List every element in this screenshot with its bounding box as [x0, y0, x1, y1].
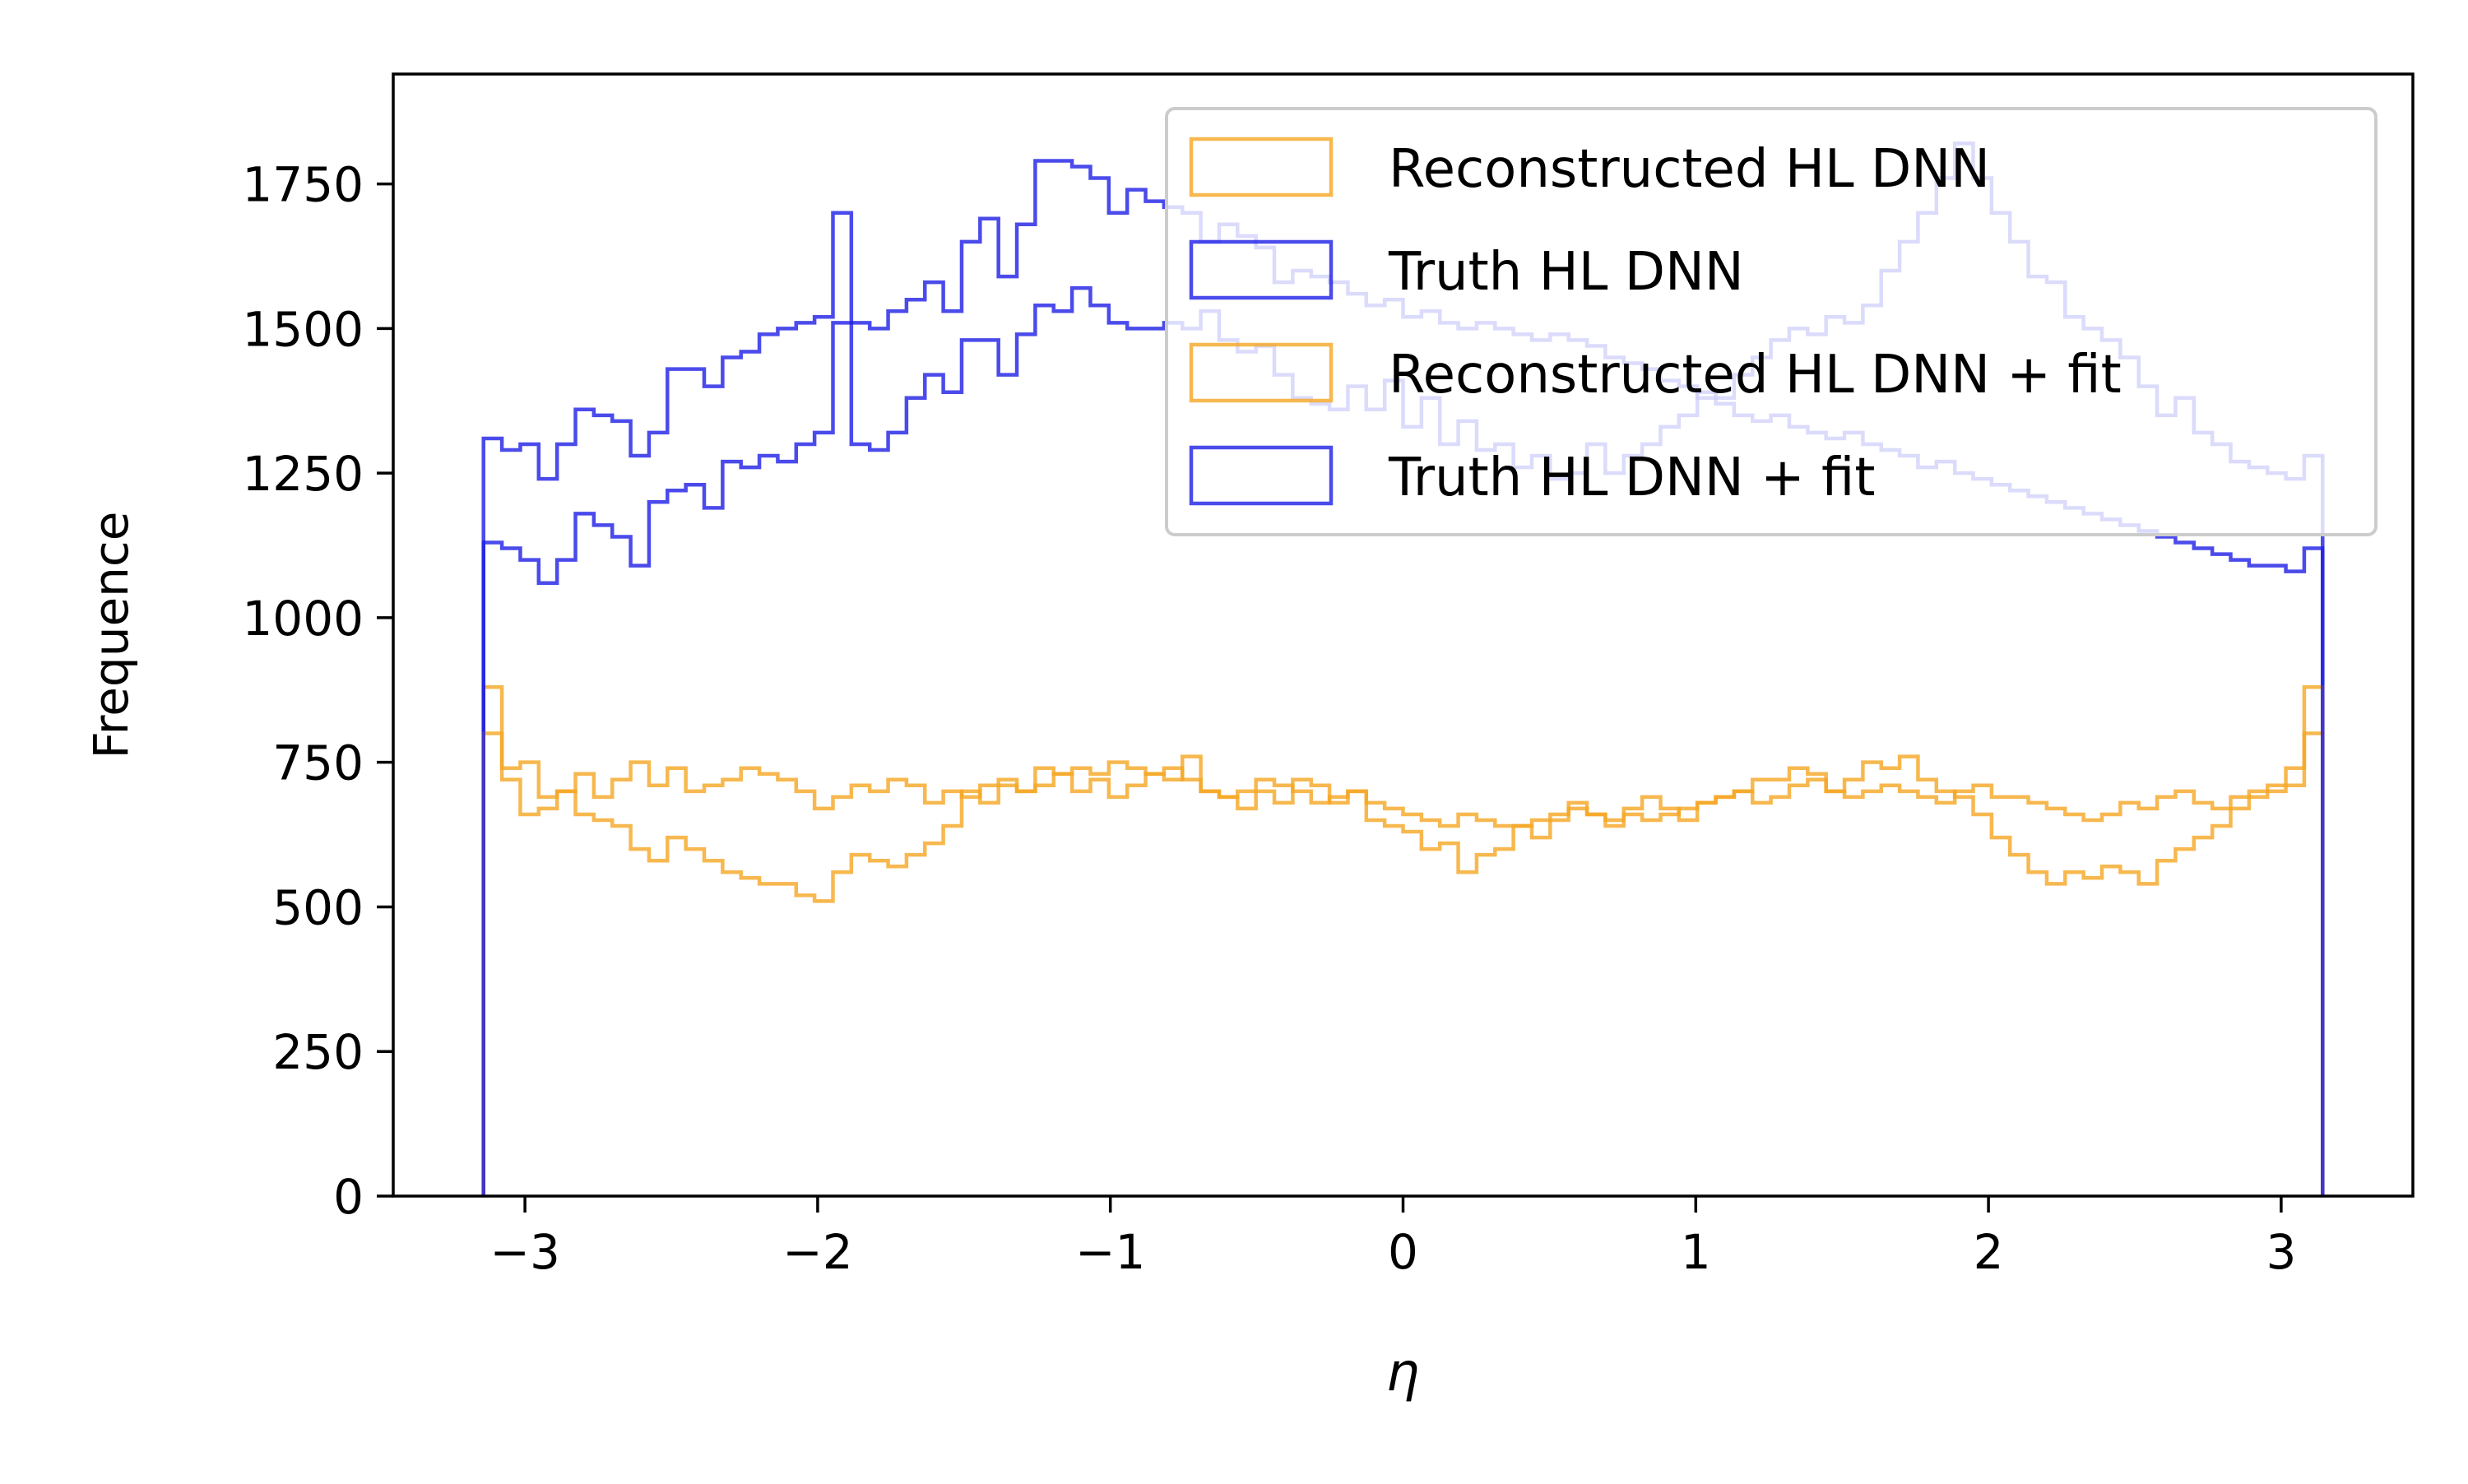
x-axis-label: η: [1386, 1343, 1420, 1403]
legend-label-3: Truth HL DNN + fit: [1388, 448, 1875, 508]
legend-swatch-2: [1189, 342, 1334, 403]
legend-frame: [1165, 107, 2378, 536]
legend-swatch-0: [1189, 137, 1334, 197]
x-tick-label: −3: [489, 1224, 560, 1280]
y-tick-label: 500: [272, 879, 364, 935]
y-axis-label: Frequence: [83, 512, 139, 759]
x-tick-label: 2: [1974, 1224, 2004, 1280]
y-tick-label: 0: [333, 1169, 364, 1225]
series-2-step-line: [481, 685, 2325, 1196]
y-tick-label: 750: [272, 735, 364, 791]
legend-label-2: Reconstructed HL DNN + fit: [1389, 345, 2122, 406]
y-tick-label: 1750: [242, 157, 364, 213]
x-tick-label: 3: [2266, 1224, 2296, 1280]
legend-entries: Reconstructed HL DNN Truth HL DNN Reconstr…: [1189, 137, 2122, 508]
x-tick-label: 0: [1388, 1224, 1418, 1280]
y-tick-label: 1500: [242, 301, 364, 357]
legend-label-1: Truth HL DNN: [1388, 242, 1744, 303]
legend: Reconstructed HL DNN Truth HL DNN Reconstr…: [1165, 107, 2378, 536]
y-tick-label: 1000: [242, 591, 364, 647]
x-tick-label: −1: [1075, 1224, 1146, 1280]
y-tick-label: 250: [272, 1024, 364, 1080]
legend-label-0: Reconstructed HL DNN: [1389, 139, 1990, 200]
series-0-step-line: [481, 685, 2325, 1196]
x-tick-label: −2: [782, 1224, 853, 1280]
x-tick-label: 1: [1681, 1224, 1711, 1280]
x-axis-ticks: −3 −2 −1 0 1 2 3: [489, 1196, 2296, 1280]
y-axis-ticks: 0 250 500 750 1000 1250 1500 1750: [242, 157, 393, 1225]
legend-swatch-1: [1189, 239, 1334, 300]
y-tick-label: 1250: [242, 446, 364, 502]
legend-swatch-3: [1189, 445, 1334, 506]
